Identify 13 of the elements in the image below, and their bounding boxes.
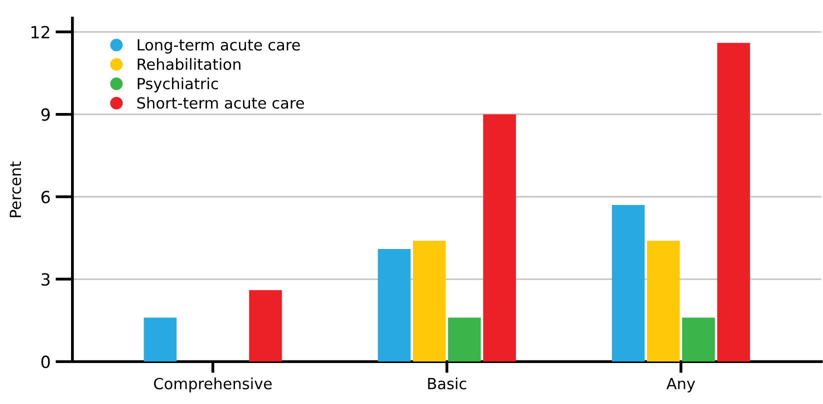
y-tick-label: 9 xyxy=(41,108,50,121)
x-tick-label: Comprehensive xyxy=(154,378,272,392)
y-tick-label: 12 xyxy=(32,26,50,38)
y-tick-label: 3 xyxy=(42,273,50,286)
legend-label: Short-term acute care xyxy=(137,96,304,109)
legend-label: Long-term acute care xyxy=(138,39,300,54)
y-axis-title: Percent xyxy=(10,162,22,218)
x-tick-label: Any xyxy=(666,378,696,392)
x-tick-label: Basic xyxy=(428,378,466,390)
legend-label: Psychiatric xyxy=(138,78,218,92)
y-tick-label: 0 xyxy=(41,356,50,368)
y-tick-label: 6 xyxy=(41,190,50,204)
legend-label: Rehabilitation xyxy=(138,58,240,70)
